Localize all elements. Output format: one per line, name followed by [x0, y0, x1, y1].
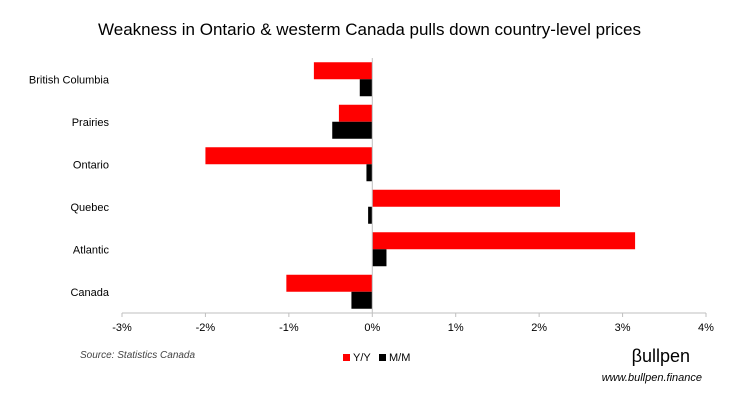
x-ticks: -3% -2% -1% 0% 1% 2% 3% 4%: [112, 313, 714, 334]
bar-yy-prairies: [338, 104, 373, 122]
x-tick-label: 2%: [531, 322, 547, 334]
brand-url: www.bullpen.finance: [602, 372, 702, 384]
x-tick-label: 4%: [698, 322, 714, 334]
bar-yy-canada: [286, 274, 373, 292]
source-note: Source: Statistics Canada: [80, 350, 195, 361]
x-tick-label: -1%: [279, 322, 299, 334]
bar-yy-atlantic: [372, 232, 636, 250]
legend-swatch: [343, 354, 350, 361]
bar-mm-british-columbia: [359, 79, 373, 97]
bar-yy-british-columbia: [313, 62, 373, 80]
brand-logo: βullpen: [632, 346, 690, 366]
category-label: Prairies: [72, 117, 110, 129]
x-tick-label: 1%: [448, 322, 464, 334]
legend-label: Y/Y: [353, 352, 371, 364]
x-tick-label: -3%: [112, 322, 132, 334]
bar-yy-quebec: [372, 189, 560, 207]
bar-mm-ontario: [366, 164, 373, 182]
x-tick-label: -2%: [196, 322, 216, 334]
bar-mm-prairies: [332, 121, 373, 139]
bar-mm-atlantic: [372, 249, 387, 267]
category-label: British Columbia: [29, 74, 110, 86]
bar-mm-canada: [351, 291, 373, 309]
category-label: Atlantic: [73, 244, 110, 256]
x-tick-label: 3%: [615, 322, 631, 334]
bars-group: [205, 62, 636, 309]
category-label: Quebec: [70, 202, 109, 214]
chart-title: Weakness in Ontario & westerm Canada pul…: [98, 20, 641, 39]
legend-label: M/M: [389, 352, 410, 364]
category-label: Canada: [70, 287, 109, 299]
bar-mm-quebec: [368, 206, 373, 224]
bar-yy-ontario: [205, 147, 373, 165]
legend: Y/Y M/M: [343, 352, 410, 364]
legend-swatch: [379, 354, 386, 361]
category-label: Ontario: [73, 159, 109, 171]
category-labels: British Columbia Prairies Ontario Quebec Atl…: [29, 74, 110, 299]
x-tick-label: 0%: [364, 322, 380, 334]
